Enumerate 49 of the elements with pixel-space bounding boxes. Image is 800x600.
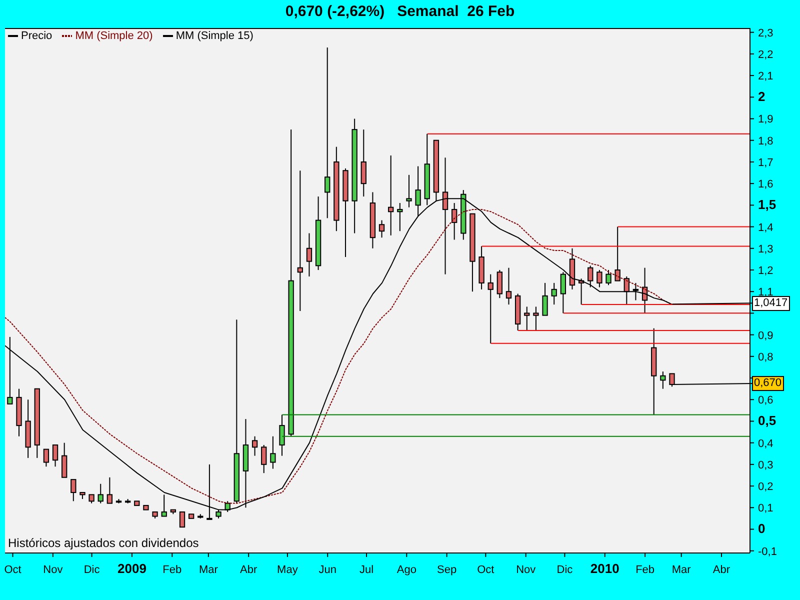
y-tick-label: 1,6 (758, 178, 774, 191)
x-tick-label: May (277, 564, 298, 576)
annotation: 0,670 (752, 376, 784, 392)
chart-title: 0,670 (-2,62%) Semanal 26 Feb (284, 3, 516, 20)
y-tick-label: 1,9 (758, 114, 774, 126)
x-tick-label: Dic (556, 564, 574, 576)
legend-label: Precio (20, 30, 52, 42)
y-tick-label: 1,5 (758, 197, 776, 212)
y-tick-label: 2,3 (758, 27, 774, 40)
y-tick-label: 1,4 (758, 222, 774, 234)
x-tick-label: Jul (359, 564, 374, 576)
y-tick-label: 1,8 (758, 135, 774, 148)
y-tick-label: 0,9 (758, 330, 774, 342)
legend-label: MM (Simple 20) (74, 30, 153, 42)
y-tick-label: 2 (758, 89, 766, 104)
x-tick-label: Abr (240, 564, 258, 576)
x-tick-label: Nov (43, 564, 64, 576)
x-tick-label: Ago (396, 564, 416, 576)
y-tick-label: 1,3 (758, 243, 774, 256)
x-tick-label: Nov (516, 564, 536, 576)
y-tick-label: 0,5 (758, 413, 776, 428)
annotation: 1,0417 (752, 296, 790, 312)
x-tick-label: 2009 (118, 561, 146, 576)
x-tick-label: Feb (162, 564, 182, 576)
y-tick-label: 0,4 (758, 438, 774, 450)
y-tick-label: 0,6 (758, 394, 774, 407)
y-tick-label: 0 (758, 521, 766, 536)
x-tick-label: Mar (672, 564, 692, 576)
y-tick-label: 1,1 (758, 286, 774, 299)
x-tick-label: Jun (318, 564, 336, 576)
y-tick-label: 1,7 (758, 156, 774, 169)
y-tick-label: 2,1 (758, 70, 774, 83)
x-tick-label: Mar (198, 564, 218, 576)
x-tick-label: Sep (437, 564, 457, 576)
x-tick-label: Oct (4, 564, 22, 576)
x-tick-label: 2010 (590, 561, 620, 576)
y-tick-label: 1,2 (758, 264, 774, 277)
annotation: Históricos ajustados con dividendos (8, 536, 199, 550)
x-tick-label: Feb (636, 564, 655, 576)
y-tick-label: 0,2 (758, 481, 774, 494)
y-tick-label: 0,1 (758, 502, 774, 515)
legend-label: MM (Simple 15) (174, 30, 254, 42)
x-tick-label: Dic (84, 564, 100, 576)
y-tick-label: 0,3 (758, 459, 774, 472)
y-tick-label: 0,8 (758, 351, 774, 364)
x-tick-label: Abr (712, 564, 730, 576)
y-tick-label: 2,2 (758, 48, 774, 61)
x-tick-label: Oct (477, 564, 494, 576)
y-tick-label: -0,1 (758, 546, 777, 558)
